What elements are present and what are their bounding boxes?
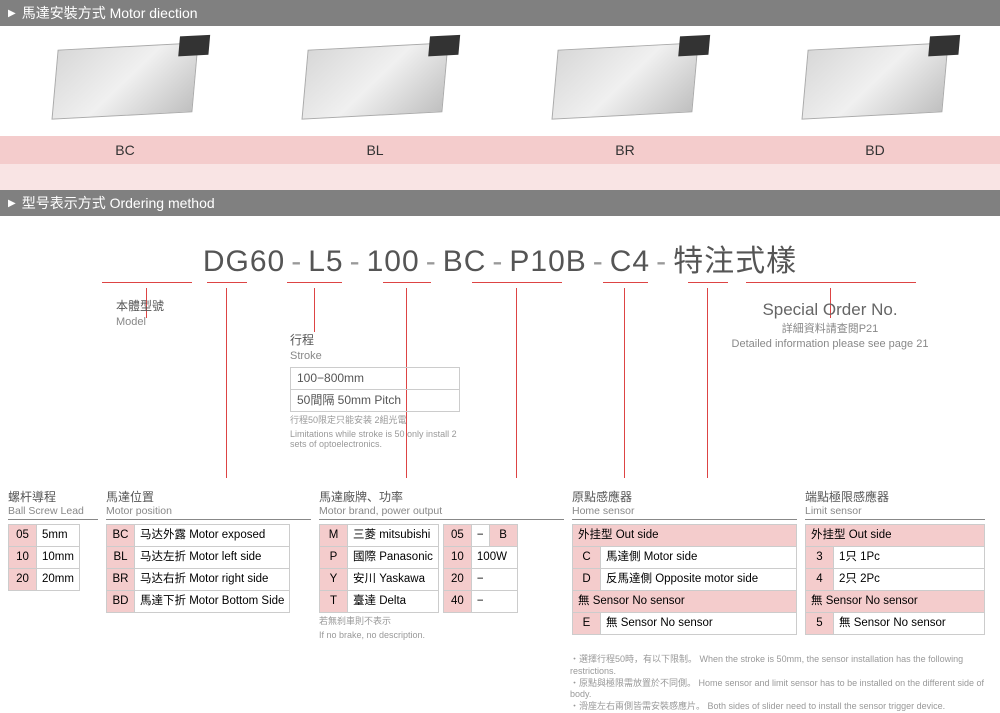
tbl-power: 05−B 10100W 20− 40− — [443, 524, 518, 613]
label-model: 本體型號 Model — [116, 298, 164, 330]
label-special: Special Order No. 詳細資料請查閱P21 Detailed in… — [730, 298, 930, 353]
tbl: 055mm 1010mm 2020mm — [8, 524, 80, 591]
motor-label-bl: BL — [250, 136, 500, 164]
tbl: 外挂型 Out side 31只 1Pc 42只 2Pc 無 Sensor No… — [805, 524, 985, 635]
table-head: 原點感應器 Home sensor — [572, 488, 797, 520]
divider-bar — [0, 164, 1000, 190]
sub-labels: 本體型號 Model 行程 Stroke 100−800mm 50間隔 50mm… — [30, 288, 970, 478]
seg-special: 特注式樣 — [673, 236, 797, 280]
table-head: 端點極限感應器 Limit sensor — [805, 488, 985, 520]
table-position: 馬達位置 Motor position BC马达外露 Motor exposed… — [106, 488, 311, 613]
motor-image-bc — [0, 26, 250, 136]
seg-model: DG60 — [203, 245, 285, 279]
motor-image-bd — [750, 26, 1000, 136]
table-home: 原點感應器 Home sensor 外挂型 Out side C馬達側 Moto… — [572, 488, 797, 635]
motor-label-row: BC BL BR BD — [0, 136, 1000, 164]
section-title: 馬達安裝方式 Motor diection — [22, 3, 198, 23]
stroke-box: 100−800mm 50間隔 50mm Pitch — [290, 367, 460, 412]
ordering-body: DG60- L5 - 100 - BC - P10B - C4 - 特注式樣 本… — [0, 216, 1000, 488]
table-limit: 端點極限感應器 Limit sensor 外挂型 Out side 31只 1P… — [805, 488, 985, 635]
motor-label-br: BR — [500, 136, 750, 164]
table-brand: 馬達廠牌、功率 Motor brand, power output M三菱 mi… — [319, 488, 564, 640]
section-title: 型号表示方式 Ordering method — [22, 193, 215, 213]
tbl: BC马达外露 Motor exposed BL马达左折 Motor left s… — [106, 524, 290, 613]
seg-brand: P10B — [509, 245, 586, 279]
table-head: 螺杆導程 Ball Screw Lead — [8, 488, 98, 520]
order-string: DG60- L5 - 100 - BC - P10B - C4 - 特注式樣 — [30, 236, 970, 280]
section-header-motor: 馬達安裝方式 Motor diection — [0, 0, 1000, 26]
table-lead: 螺杆導程 Ball Screw Lead 055mm 1010mm 2020mm — [8, 488, 98, 591]
seg-lead: L5 — [308, 245, 343, 279]
seg-stroke: 100 — [367, 245, 420, 279]
label-stroke: 行程 Stroke 100−800mm 50間隔 50mm Pitch 行程50… — [290, 332, 460, 450]
table-head: 馬達位置 Motor position — [106, 488, 311, 520]
tbl: 外挂型 Out side C馬達側 Motor side D反馬達側 Oppos… — [572, 524, 797, 635]
tbl-brand: M三菱 mitsubishi P國際 Panasonic Y安川 Yaskawa… — [319, 524, 439, 613]
table-head: 馬達廠牌、功率 Motor brand, power output — [319, 488, 564, 520]
motor-label-bc: BC — [0, 136, 250, 164]
tables-row: 螺杆導程 Ball Screw Lead 055mm 1010mm 2020mm… — [0, 488, 1000, 650]
seg-position: BC — [443, 245, 487, 279]
footnote: 選擇行程50時，有以下限制。 When the stroke is 50mm, … — [570, 654, 1000, 677]
motor-label-bd: BD — [750, 136, 1000, 164]
seg-sensor: C4 — [610, 245, 650, 279]
footnote: 原點與極限需放置於不同側。 Home sensor and limit sens… — [570, 678, 1000, 701]
motor-direction-row — [0, 26, 1000, 136]
motor-image-bl — [250, 26, 500, 136]
footnotes: 選擇行程50時，有以下限制。 When the stroke is 50mm, … — [0, 650, 1000, 712]
motor-image-br — [500, 26, 750, 136]
footnote: 滑座左右兩側皆需安裝感應片。 Both sides of slider need… — [570, 701, 1000, 713]
section-header-ordering: 型号表示方式 Ordering method — [0, 190, 1000, 216]
